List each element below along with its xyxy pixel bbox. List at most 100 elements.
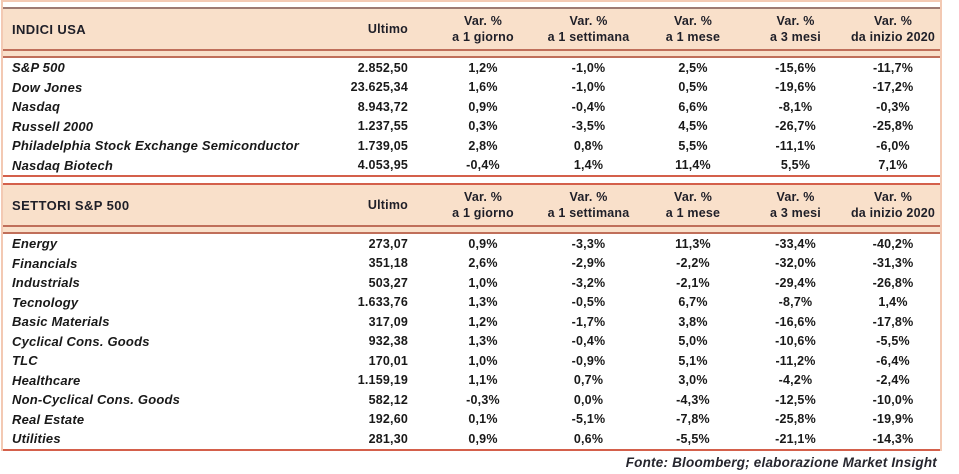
row-label: Dow Jones xyxy=(12,79,83,95)
row-label: Non-Cyclical Cons. Goods xyxy=(12,392,181,408)
var-percent-label: Var. % xyxy=(873,14,913,28)
cell-var-value: -1,7% xyxy=(571,314,606,329)
section-header: INDICI USA Ultimo Var. % a 1 giorno Var. %… xyxy=(3,9,940,49)
section-bottom-border xyxy=(3,448,940,451)
cell-var-value: -6,4% xyxy=(876,353,910,368)
cell-ultimo-value: 8.943,72 xyxy=(357,99,408,114)
cell-ultimo-value: 4.053,95 xyxy=(357,158,408,173)
cell-var-value: -2,9% xyxy=(571,256,606,271)
column-header-var: Var. % da inizio 2020 xyxy=(846,13,940,45)
table-row: Healthcare 1.159,19 1,1% 0,7% 3,0% -4,2% -2,4% xyxy=(3,371,940,391)
cell-var-value: 0,9% xyxy=(468,236,498,251)
cell-var-value: -25,8% xyxy=(775,412,816,427)
var-period-label: a 1 giorno xyxy=(452,206,514,220)
cell-var-value: -11,1% xyxy=(775,138,816,153)
cell-ultimo-value: 932,38 xyxy=(368,334,408,349)
var-period-label: a 1 giorno xyxy=(452,30,514,44)
row-label: Utilities xyxy=(12,431,61,447)
cell-var-value: 0,9% xyxy=(468,99,498,114)
cell-var-value: 6,7% xyxy=(678,295,708,310)
cell-ultimo-value: 582,12 xyxy=(368,392,408,407)
var-percent-label: Var. % xyxy=(873,190,913,204)
cell-var-value: -0,4% xyxy=(466,158,500,173)
var-percent-label: Var. % xyxy=(776,190,815,204)
cell-ultimo-value: 170,01 xyxy=(368,353,408,368)
cell-var-value: -3,3% xyxy=(571,236,606,251)
cell-var-value: -10,0% xyxy=(872,392,914,407)
cell-var-value: -3,5% xyxy=(571,119,606,134)
table-section: INDICI USA Ultimo Var. % a 1 giorno Var. %… xyxy=(3,7,940,177)
cell-var-value: -5,5% xyxy=(676,431,710,446)
cell-var-value: 0,0% xyxy=(573,392,604,407)
cell-ultimo-value: 1.237,55 xyxy=(357,119,408,134)
table-row: Energy 273,07 0,9% -3,3% 11,3% -33,4% -40,2% xyxy=(3,234,940,254)
cell-ultimo-value: 281,30 xyxy=(368,431,408,446)
section-title: INDICI USA xyxy=(12,21,87,37)
row-label: Nasdaq Biotech xyxy=(12,157,114,173)
cell-var-value: -0,3% xyxy=(466,392,500,407)
table-row: Cyclical Cons. Goods 932,38 1,3% -0,4% 5,0% -… xyxy=(3,332,940,352)
cell-var-value: 11,4% xyxy=(675,158,711,173)
market-data-table: INDICI USA Ultimo Var. % a 1 giorno Var. %… xyxy=(1,0,942,451)
table-row: Real Estate 192,60 0,1% -5,1% -7,8% -25,8% -19… xyxy=(3,410,940,430)
cell-var-value: -17,2% xyxy=(872,80,914,95)
cell-var-value: 5,5% xyxy=(780,158,811,173)
cell-var-value: -11,2% xyxy=(775,353,816,368)
cell-ultimo-value: 1.159,19 xyxy=(357,373,408,388)
var-percent-label: Var. % xyxy=(569,14,608,28)
cell-ultimo-value: 1.739,05 xyxy=(357,138,408,153)
cell-var-value: -25,8% xyxy=(872,119,914,134)
cell-var-value: 5,5% xyxy=(678,138,708,153)
section-top-border xyxy=(3,7,940,9)
cell-ultimo-value: 23.625,34 xyxy=(350,80,408,95)
header-divider xyxy=(3,225,940,234)
row-label: Energy xyxy=(12,236,58,252)
cell-var-value: -7,8% xyxy=(676,412,710,427)
table-row: Philadelphia Stock Exchange Semiconducto… xyxy=(3,136,940,156)
cell-var-value: 2,8% xyxy=(468,138,498,153)
column-header-var: Var. % a 1 mese xyxy=(641,189,745,221)
cell-var-value: 3,8% xyxy=(678,314,708,329)
var-period-label: a 1 settimana xyxy=(547,206,630,220)
column-header-var: Var. % a 1 giorno xyxy=(430,189,536,221)
source-caption: Fonte: Bloomberg; elaborazione Market In… xyxy=(625,454,937,470)
table-row: Russell 2000 1.237,55 0,3% -3,5% 4,5% -26,7% -… xyxy=(3,117,940,137)
table-row: S&P 500 2.852,50 1,2% -1,0% 2,5% -15,6% -11,7% xyxy=(3,58,940,78)
cell-var-value: 1,2% xyxy=(468,60,498,75)
cell-ultimo-value: 503,27 xyxy=(368,275,408,290)
table-row: Tecnology 1.633,76 1,3% -0,5% 6,7% -8,7% 1,4% xyxy=(3,293,940,313)
cell-var-value: -5,5% xyxy=(876,334,910,349)
cell-ultimo-value: 273,07 xyxy=(368,236,408,251)
table-row: Nasdaq Biotech 4.053,95 -0,4% 1,4% 11,4% 5,5%… xyxy=(3,156,940,176)
cell-ultimo-value: 192,60 xyxy=(368,412,408,427)
cell-var-value: 0,8% xyxy=(573,138,604,153)
cell-var-value: -3,2% xyxy=(571,275,606,290)
table-row: Industrials 503,27 1,0% -3,2% -2,1% -29,4% -26… xyxy=(3,273,940,293)
cell-var-value: 1,0% xyxy=(468,353,498,368)
cell-ultimo-value: 1.633,76 xyxy=(357,295,408,310)
column-header-var: Var. % a 1 giorno xyxy=(430,13,536,45)
column-header-ultimo: Ultimo xyxy=(367,22,408,36)
row-label: Nasdaq xyxy=(12,99,61,115)
column-header-var: Var. % a 1 mese xyxy=(641,13,745,45)
section-top-border xyxy=(3,183,940,185)
cell-var-value: -29,4% xyxy=(775,275,816,290)
cell-var-value: -31,3% xyxy=(872,256,914,271)
cell-var-value: 6,6% xyxy=(678,99,708,114)
cell-var-value: -17,8% xyxy=(872,314,914,329)
table-row: Financials 351,18 2,6% -2,9% -2,2% -32,0% -31,… xyxy=(3,254,940,274)
table-row: Dow Jones 23.625,34 1,6% -1,0% 0,5% -19,6% -17… xyxy=(3,78,940,98)
row-label: Philadelphia Stock Exchange Semiconducto… xyxy=(12,138,300,154)
cell-var-value: -12,5% xyxy=(775,392,816,407)
var-period-label: a 3 mesi xyxy=(770,30,821,44)
section-header: SETTORI S&P 500 Ultimo Var. % a 1 giorno V… xyxy=(3,185,940,225)
cell-var-value: 0,1% xyxy=(468,412,498,427)
cell-var-value: 0,6% xyxy=(573,431,604,446)
row-label: Real Estate xyxy=(12,411,85,427)
cell-var-value: -8,7% xyxy=(778,295,813,310)
cell-var-value: -0,5% xyxy=(571,295,606,310)
var-period-label: a 1 settimana xyxy=(547,30,630,44)
cell-var-value: 5,1% xyxy=(678,353,708,368)
cell-var-value: -16,6% xyxy=(775,314,816,329)
cell-var-value: -11,7% xyxy=(872,60,914,75)
